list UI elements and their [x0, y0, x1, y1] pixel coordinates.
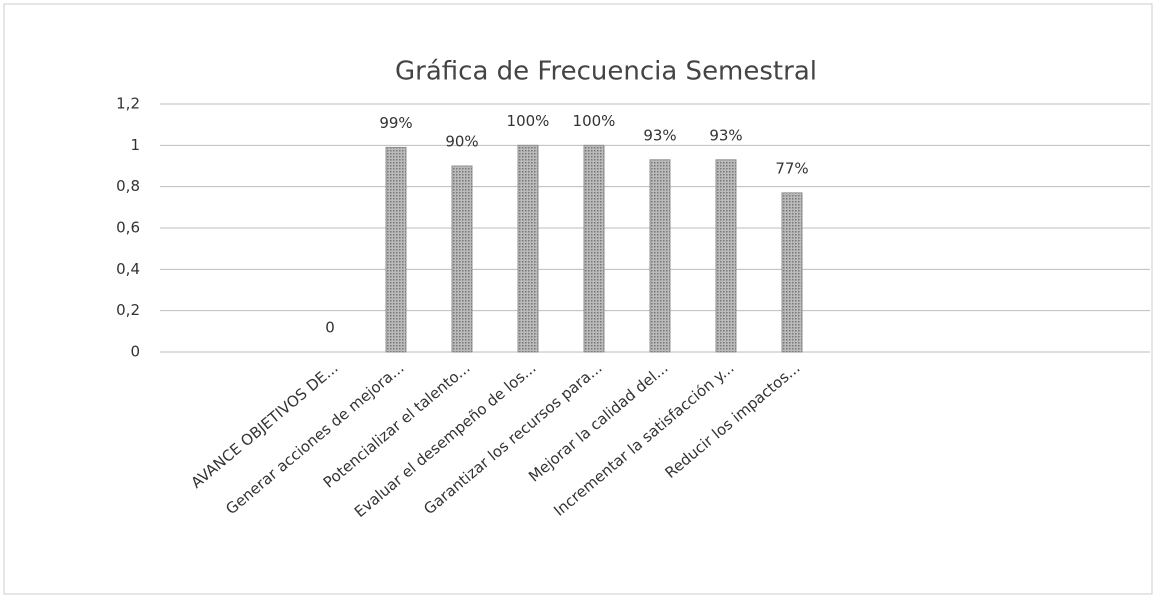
data-label: 99% — [379, 114, 412, 132]
y-tick-label: 1,2 — [116, 95, 140, 113]
bar — [385, 146, 407, 353]
y-tick-label: 0,6 — [116, 219, 140, 237]
bar — [715, 159, 737, 353]
y-tick-label: 0,4 — [116, 260, 140, 278]
data-label: 93% — [643, 126, 676, 144]
y-tick-label: 0,8 — [116, 177, 140, 195]
x-tick-label: Reducir los impactos... — [662, 359, 804, 482]
data-label: 0 — [325, 319, 335, 337]
bar — [649, 159, 671, 353]
data-label: 90% — [445, 133, 478, 151]
data-label: 100% — [573, 112, 616, 130]
bar — [583, 144, 605, 353]
data-label: 100% — [507, 112, 550, 130]
y-tick-label: 1 — [130, 136, 140, 154]
bar — [517, 144, 539, 353]
data-label: 93% — [709, 126, 742, 144]
chart-title: Gráfica de Frecuencia Semestral — [395, 57, 817, 87]
chart-border — [3, 3, 1153, 595]
data-label: 77% — [775, 159, 808, 177]
bar — [451, 165, 473, 353]
y-tick-label: 0,2 — [116, 301, 140, 319]
bar — [781, 192, 803, 353]
y-tick-label: 0 — [130, 343, 140, 361]
